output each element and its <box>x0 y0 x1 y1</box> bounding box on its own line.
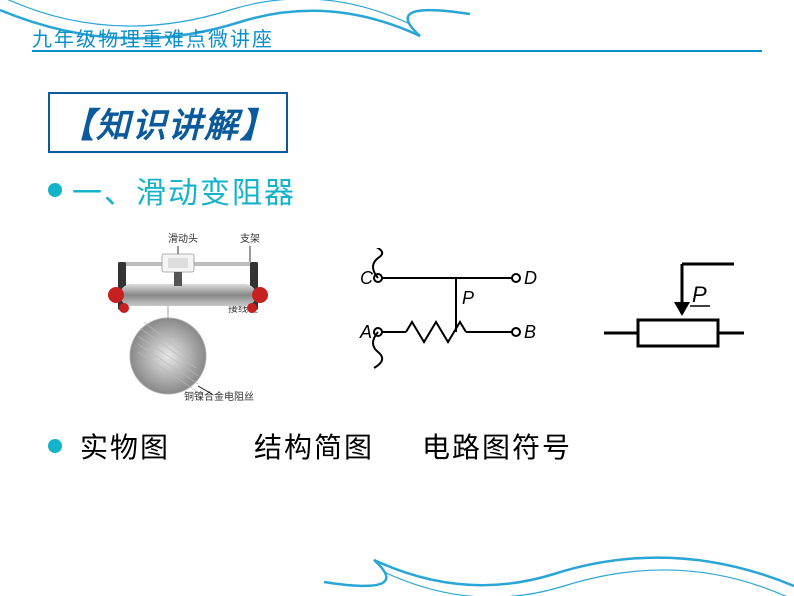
section-text: 一、滑动变阻器 <box>72 168 296 212</box>
label-bracket: 支架 <box>240 233 260 245</box>
header-underline <box>32 50 762 52</box>
figure-schematic: C D P A B <box>346 248 546 388</box>
slide-header: 九年级物理重难点微讲座 <box>32 24 762 52</box>
caption-text-3: 电路图符号 <box>422 426 572 466</box>
header-text: 九年级物理重难点微讲座 <box>32 29 274 51</box>
node-P: P <box>462 288 474 308</box>
caption-text-2: 结构简图 <box>254 426 374 466</box>
node-D: D <box>524 268 537 288</box>
caption-text-1: 实物图 <box>80 426 170 466</box>
label-slider: 滑动头 <box>168 233 198 245</box>
caption-2: 结构简图 <box>254 426 374 466</box>
node-C: C <box>360 268 374 288</box>
section-heading: 一、滑动变阻器 <box>48 168 296 212</box>
bullet-icon <box>48 439 62 453</box>
figure-symbol: P <box>594 258 744 378</box>
figures-row: 滑动头 支架 接线柱 <box>88 228 754 408</box>
node-B: B <box>524 322 536 342</box>
captions-row: 实物图 结构简图 电路图符号 <box>48 426 572 466</box>
title-text: 【知识讲解】 <box>60 108 276 145</box>
caption-3: 电路图符号 <box>422 426 572 466</box>
title-box: 【知识讲解】 <box>48 92 288 153</box>
symbol-P: P <box>692 282 707 307</box>
label-wire: 铜镍合金电阻丝 <box>184 390 254 403</box>
figure-physical: 滑动头 支架 接线柱 <box>88 228 298 408</box>
bullet-icon <box>48 183 62 197</box>
caption-1: 实物图 <box>48 426 170 466</box>
node-A: A <box>359 322 372 342</box>
